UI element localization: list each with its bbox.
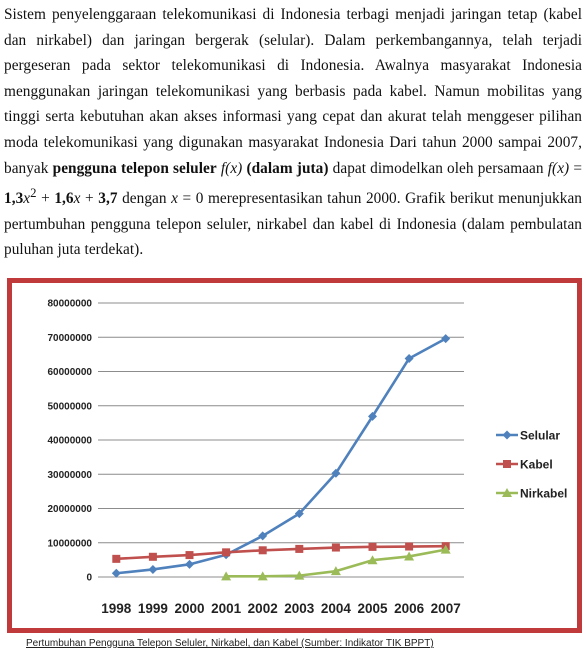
legend-item-selular: Selular bbox=[496, 429, 560, 443]
data-point-selular bbox=[258, 531, 268, 541]
data-point-nirkabel bbox=[440, 544, 451, 554]
data-point-nirkabel bbox=[257, 571, 268, 581]
data-point-selular bbox=[331, 468, 341, 478]
y-tick-label: 60000000 bbox=[48, 367, 93, 378]
y-tick-label: 50000000 bbox=[48, 401, 93, 412]
series-layer bbox=[111, 334, 451, 581]
y-tick-label: 70000000 bbox=[48, 333, 93, 344]
data-point-selular bbox=[185, 559, 194, 569]
series-kabel bbox=[112, 542, 450, 563]
function-notation: f(x) bbox=[220, 159, 243, 177]
legend-label: Kabel bbox=[520, 458, 553, 472]
legend-marker bbox=[502, 430, 512, 440]
function-notation: f(x) bbox=[547, 159, 570, 177]
legend-item-nirkabel: Nirkabel bbox=[496, 487, 567, 501]
equation-part: 1,3 bbox=[4, 190, 24, 208]
x-tick-label: 2004 bbox=[321, 601, 352, 616]
paragraph-text: dengan bbox=[122, 190, 167, 208]
legend-marker bbox=[503, 460, 511, 468]
data-point-kabel bbox=[331, 543, 340, 552]
paragraph-text: dapat dimodelkan oleh persamaan bbox=[332, 159, 544, 177]
legend-label: Nirkabel bbox=[520, 487, 567, 501]
data-point-kabel bbox=[295, 544, 304, 553]
equation-part: + bbox=[36, 190, 55, 208]
data-point-selular bbox=[148, 564, 158, 574]
series-nirkabel bbox=[221, 544, 451, 581]
data-point-selular bbox=[368, 411, 377, 421]
data-point-selular bbox=[111, 568, 121, 578]
equation-part: 2 bbox=[30, 186, 37, 201]
axis-layer: 0 10000000 20000000 30000000 40000000 5000000… bbox=[48, 299, 464, 616]
x-tick-label: 2001 bbox=[211, 601, 242, 616]
data-point-nirkabel bbox=[294, 570, 305, 580]
variable-x: x bbox=[171, 190, 178, 208]
legend-layer: Selular Kabel Nirkabel bbox=[496, 429, 567, 501]
model-equation: f(x) = 1,3x2 + 1,6x + 3,7 bbox=[4, 160, 582, 208]
series-line-kabel bbox=[116, 544, 446, 561]
data-point-kabel bbox=[148, 552, 157, 561]
x-tick-label: 2003 bbox=[284, 601, 315, 616]
data-point-kabel bbox=[258, 546, 267, 555]
x-tick-label: 1998 bbox=[101, 601, 132, 616]
equation-part: 3,7 bbox=[98, 190, 118, 208]
equation-part: + bbox=[80, 190, 99, 208]
data-point-kabel bbox=[405, 542, 414, 551]
unit-note: (dalam juta) bbox=[246, 159, 329, 177]
x-tick-label: 2000 bbox=[174, 601, 204, 616]
data-point-selular bbox=[294, 509, 304, 519]
line-chart: 0 10000000 20000000 30000000 40000000 5000000… bbox=[48, 299, 568, 617]
y-tick-label: 10000000 bbox=[48, 538, 93, 549]
chart-caption: Pertumbuhan Pengguna Telepon Seluler, Ni… bbox=[26, 638, 434, 649]
data-point-nirkabel bbox=[221, 571, 232, 581]
y-tick-label: 40000000 bbox=[48, 436, 93, 447]
data-point-kabel bbox=[185, 551, 194, 560]
chart-frame: 0 10000000 20000000 30000000 40000000 5000000… bbox=[7, 278, 582, 633]
data-point-selular bbox=[441, 334, 451, 344]
data-point-nirkabel bbox=[404, 551, 415, 561]
data-point-kabel bbox=[368, 542, 377, 551]
x-tick-label: 2002 bbox=[248, 601, 278, 616]
x-tick-label: 1999 bbox=[138, 601, 168, 616]
data-point-nirkabel bbox=[330, 566, 341, 576]
paragraph-text: Sistem penyelenggaraan telekomunikasi di… bbox=[4, 6, 582, 177]
equation-part: = bbox=[569, 159, 583, 177]
y-tick-label: 30000000 bbox=[48, 470, 93, 481]
data-point-kabel bbox=[222, 548, 231, 557]
series-selular bbox=[111, 334, 451, 578]
x-tick-label: 2007 bbox=[431, 601, 461, 616]
y-tick-label: 0 bbox=[86, 573, 92, 584]
y-tick-label: 80000000 bbox=[48, 299, 93, 310]
equation-part: x bbox=[73, 190, 81, 208]
intro-paragraph: Sistem penyelenggaraan telekomunikasi di… bbox=[4, 2, 582, 263]
series-line-selular bbox=[116, 337, 447, 575]
x-tick-label: 2006 bbox=[394, 601, 425, 616]
data-point-kabel bbox=[112, 554, 121, 563]
legend-marker bbox=[502, 488, 512, 497]
data-point-nirkabel bbox=[367, 555, 378, 565]
legend-label: Selular bbox=[520, 429, 560, 443]
paragraph-text: = 0 merepresentasikan tahun 2000. Grafik… bbox=[4, 190, 582, 259]
term-pengguna-telepon-seluler: pengguna telepon seluler bbox=[52, 159, 217, 177]
y-tick-label: 20000000 bbox=[48, 504, 93, 515]
x-tick-label: 2005 bbox=[357, 601, 388, 616]
legend-item-kabel: Kabel bbox=[496, 458, 553, 472]
grid-layer bbox=[98, 302, 464, 544]
equation-part: x bbox=[23, 190, 31, 208]
equation-part: 1,6 bbox=[54, 190, 74, 208]
data-point-selular bbox=[404, 353, 414, 363]
